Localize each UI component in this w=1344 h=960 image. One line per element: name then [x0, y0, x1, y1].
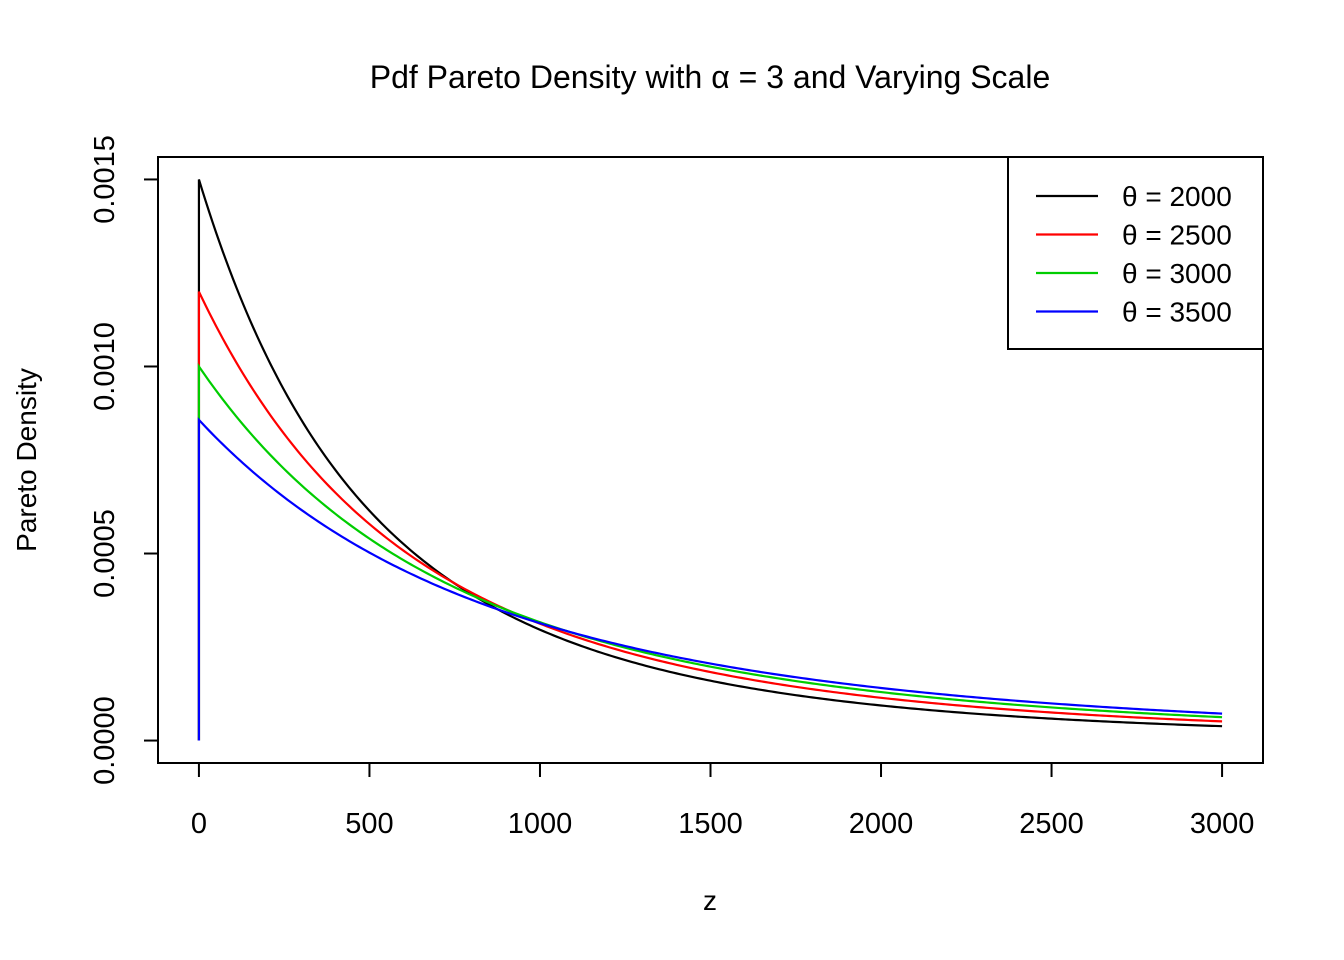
y-axis: 0.0000 0.0005 0.0010 0.0015: [89, 135, 159, 785]
series-line-theta-2500: [197, 291, 1223, 741]
x-axis: 0 500 1000 1500 2000 2500 3000: [191, 762, 1255, 840]
x-tick-label: 1500: [678, 808, 743, 840]
x-tick-label: 2500: [1019, 808, 1084, 840]
y-axis-label: Pareto Density: [11, 368, 42, 552]
chart-title: Pdf Pareto Density with α = 3 and Varyin…: [370, 59, 1050, 95]
legend-box: [1007, 156, 1264, 350]
series-lines: [197, 179, 1223, 741]
legend: θ = 2000 θ = 2500 θ = 3000 θ = 3500: [1007, 156, 1264, 350]
legend-label-theta-3000: θ = 3000: [1122, 258, 1232, 289]
y-tick-label: 0.0015: [89, 135, 121, 224]
legend-label-theta-2500: θ = 2500: [1122, 220, 1232, 251]
series-line-theta-3500: [197, 417, 1223, 741]
series-line-theta-2000: [197, 179, 1223, 741]
y-tick-label: 0.0005: [89, 509, 121, 598]
legend-label-theta-3500: θ = 3500: [1122, 297, 1232, 328]
x-tick-label: 2000: [849, 808, 914, 840]
y-tick-label: 0.0000: [89, 696, 121, 785]
x-tick-label: 1000: [508, 808, 573, 840]
x-tick-label: 500: [345, 808, 393, 840]
x-tick-label: 0: [191, 808, 207, 840]
y-tick-label: 0.0010: [89, 322, 121, 411]
legend-label-theta-2000: θ = 2000: [1122, 181, 1232, 212]
x-tick-label: 3000: [1190, 808, 1255, 840]
x-axis-label: z: [703, 885, 717, 916]
series-line-theta-3000: [197, 362, 1223, 741]
